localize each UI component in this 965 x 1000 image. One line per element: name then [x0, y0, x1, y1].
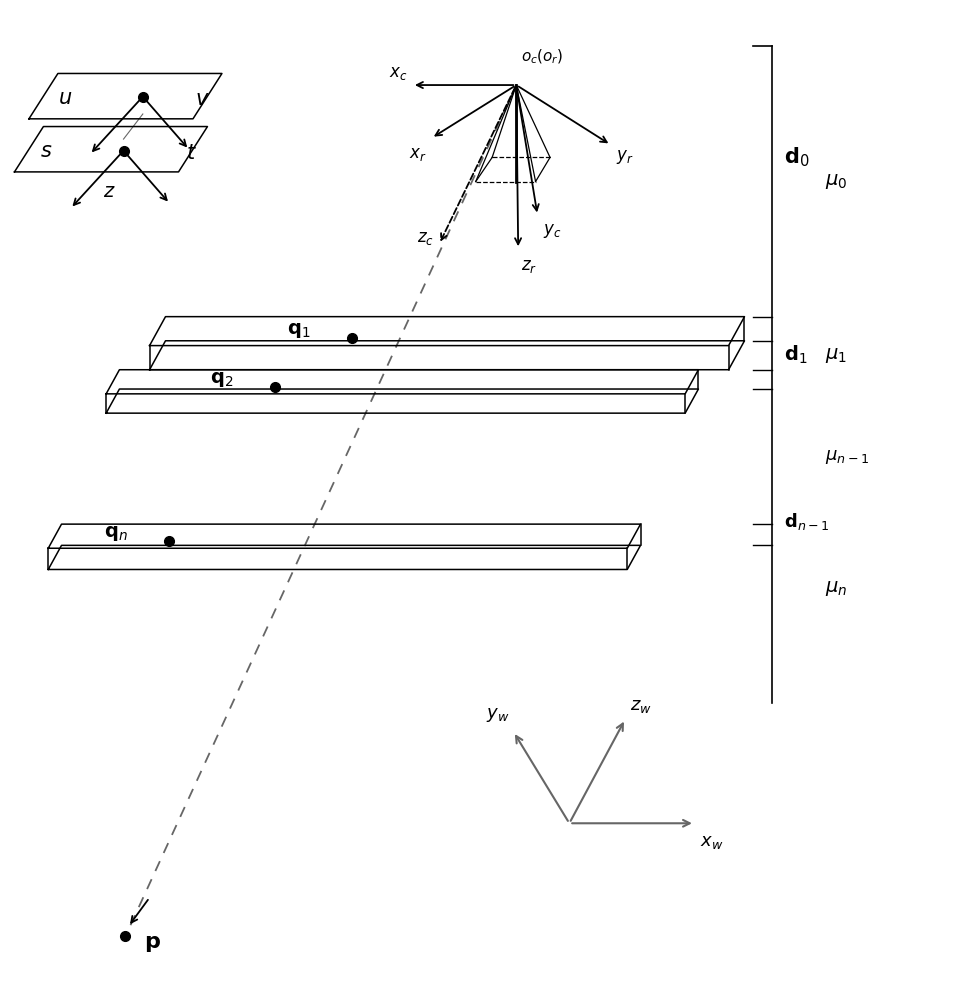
Text: $\mu_0$: $\mu_0$ — [825, 172, 847, 191]
Text: $z$: $z$ — [102, 182, 116, 201]
Text: $v$: $v$ — [195, 89, 210, 109]
Text: $t$: $t$ — [185, 143, 197, 163]
Text: $\mathbf{p}$: $\mathbf{p}$ — [144, 934, 161, 954]
Text: $\mathbf{q}_2$: $\mathbf{q}_2$ — [210, 370, 234, 389]
Text: $x_r$: $x_r$ — [409, 145, 427, 163]
Text: $x_c$: $x_c$ — [389, 64, 407, 82]
Text: $\mathbf{q}_1$: $\mathbf{q}_1$ — [288, 321, 311, 340]
Text: $s$: $s$ — [41, 141, 52, 161]
Text: $\mathbf{d}_0$: $\mathbf{d}_0$ — [784, 146, 809, 169]
Text: $z_r$: $z_r$ — [521, 257, 538, 275]
Text: $\mathbf{d}_{n-1}$: $\mathbf{d}_{n-1}$ — [784, 511, 829, 532]
Text: $\mu_{n-1}$: $\mu_{n-1}$ — [825, 448, 869, 466]
Text: $z_c$: $z_c$ — [417, 229, 434, 247]
Text: $y_r$: $y_r$ — [616, 148, 633, 166]
Text: $\mu_n$: $\mu_n$ — [825, 579, 847, 598]
Text: $x_w$: $x_w$ — [700, 833, 723, 851]
Text: $y_w$: $y_w$ — [486, 706, 510, 724]
Text: $u$: $u$ — [59, 88, 72, 108]
Text: $\mu_1$: $\mu_1$ — [825, 346, 847, 365]
Text: $\mathbf{d}_1$: $\mathbf{d}_1$ — [784, 344, 807, 366]
Text: $z_w$: $z_w$ — [630, 697, 652, 715]
Text: $\mathbf{q}_n$: $\mathbf{q}_n$ — [104, 524, 127, 543]
Text: $y_c$: $y_c$ — [543, 222, 562, 240]
Text: $o_c(o_r)$: $o_c(o_r)$ — [521, 47, 564, 66]
